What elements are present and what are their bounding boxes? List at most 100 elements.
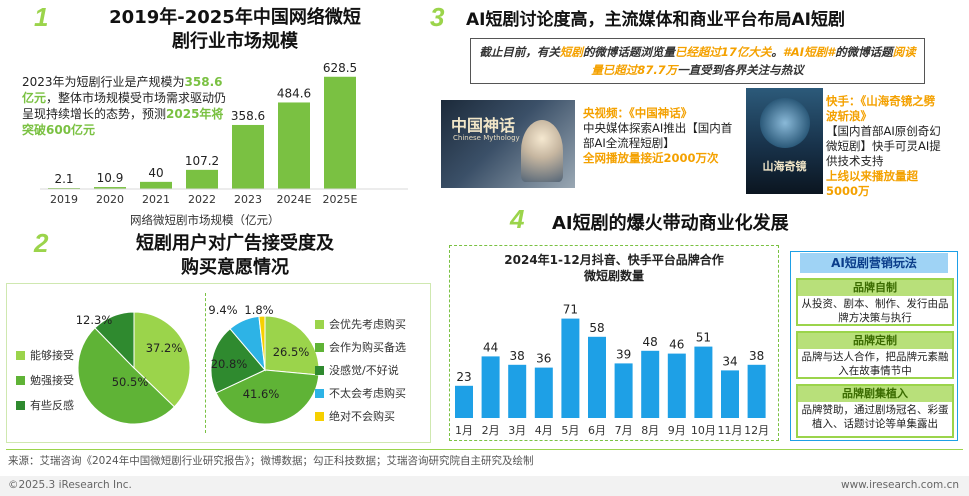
coop-bar-8: [641, 350, 660, 418]
banner-p2: 的微博话题浏览量: [582, 45, 675, 59]
ad-acceptance-legend-label-1: 勉强接受: [30, 374, 74, 387]
purchase-intent-legend-label-1: 会作为购买备选: [329, 341, 406, 354]
purchase-intent-legend-item-3: 不太会考虑购买: [315, 385, 406, 401]
footer-copyright: ©2025.3 iResearch Inc.: [8, 479, 132, 491]
panel1-desc-hl1: 358.6亿元: [22, 75, 223, 105]
purchase-intent-legend-item-4: 绝对不会购买: [315, 408, 395, 424]
footer-source: 来源：艾瑞咨询《2024年中国微短剧行业研究报告》；微博数据；勾正科技数据；艾瑞…: [8, 455, 534, 467]
coop-bar-label-8: 48: [643, 335, 658, 349]
coop-category-10: 10月: [691, 424, 716, 437]
market-bar-2020: [94, 187, 126, 189]
market-bar-2022: [186, 169, 218, 189]
purchase-intent-legend-swatch-1: [315, 342, 324, 352]
market-category-2024E: 2024E: [277, 193, 312, 206]
market-bar-2021: [140, 181, 172, 189]
coop-bar-label-5: 71: [563, 303, 578, 317]
coop-bar-9: [667, 353, 686, 418]
purchase-intent-legend-swatch-4: [315, 411, 324, 421]
market-category-2020: 2020: [96, 193, 124, 206]
panel3-number: 3: [430, 2, 445, 32]
coop-category-5: 5月: [561, 424, 579, 437]
coop-bar-label-11: 34: [722, 354, 737, 368]
card-brand-placement: 品牌剧集植入 品牌赞助，通过剧场冠名、彩蛋植入、话题讨论等单集露出: [796, 384, 954, 438]
panel2-title: 短剧用户对广告接受度及 购买意愿情况: [70, 232, 400, 280]
panel1-desc-hl2: 2025年将突破600亿元: [22, 107, 224, 137]
purchase-intent-pie: 26.5% 41.6% 20.8% 9.4% 1.8%: [208, 303, 320, 425]
market-bar-label-2020: 10.9: [97, 171, 124, 185]
purchase-intent-slice-2: [210, 328, 266, 394]
coop-bar-7: [614, 363, 633, 418]
poster1-subtitle: Chinese Mythology: [453, 134, 520, 142]
coop-category-8: 8月: [641, 424, 659, 437]
banner-p5: 一直受到各界关注与热议: [677, 63, 804, 77]
coop-bar-label-7: 39: [616, 347, 631, 361]
brand-coop-title: 2024年1-12月抖音、快手平台品牌合作 微短剧数量: [449, 252, 779, 284]
banner-p1: 截止目前，有关: [479, 45, 560, 59]
market-bar-label-2021: 40: [148, 166, 163, 180]
card-brand-placement-head: 品牌剧集植入: [798, 386, 952, 402]
market-bar-label-2025E: 628.5: [323, 61, 357, 75]
banner-h1: 短剧: [559, 45, 583, 59]
panel4-title: AI短剧的爆火带动商业化发展: [552, 213, 789, 234]
ad-acceptance-legend-item-1: 勉强接受: [16, 372, 74, 388]
coop-category-4: 4月: [535, 424, 553, 437]
banner-p4: 的微博话题: [835, 45, 893, 59]
panel1-title-line2: 剧行业市场规模: [172, 31, 298, 52]
purchase-intent-legend-label-0: 会优先考虑购买: [329, 318, 406, 331]
panel3-title: AI短剧讨论度高，主流媒体和商业平台布局AI短剧: [466, 10, 845, 30]
coop-bar-5: [561, 318, 580, 418]
coop-bar-12: [747, 364, 766, 418]
chinese-mythology-poster: 中国神话 Chinese Mythology: [441, 100, 575, 188]
ad-acceptance-pie: 37.2% 50.5% 12.3%: [76, 311, 191, 425]
kuaishou-highlight: 上线以来播放量超5000万: [826, 169, 918, 198]
panel2-title-line2: 购买意愿情况: [181, 257, 289, 278]
purchase-intent-legend-label-4: 绝对不会购买: [329, 410, 395, 423]
market-category-2022: 2022: [188, 193, 216, 206]
panel1-title: 2019年-2025年中国网络微短 剧行业市场规模: [70, 6, 400, 54]
card-brand-custom-head: 品牌定制: [798, 333, 952, 349]
ad-acceptance-slice-1: [77, 327, 176, 425]
banner-h2: 已经超过17亿大关: [674, 45, 772, 59]
coop-bar-label-10: 51: [696, 331, 711, 345]
market-bar-2023: [232, 124, 264, 189]
coop-bar-label-9: 46: [669, 338, 684, 352]
market-category-2019: 2019: [50, 193, 78, 206]
purchase-intent-legend-item-2: 没感觉/不好说: [315, 362, 399, 378]
ad-acceptance-value-0: 37.2%: [146, 341, 183, 355]
ad-acceptance-slice-2: [94, 311, 135, 370]
footer-website: www.iresearch.com.cn: [840, 479, 959, 491]
purchase-intent-value-4: 1.8%: [244, 303, 273, 317]
cctv-description: 央视频：《中国神话》 中央媒体探索AI推出【国内首部AI全流程短剧】 全网播放量…: [583, 106, 743, 166]
coop-category-1: 1月: [455, 424, 473, 437]
poster1-figure: [521, 120, 563, 182]
card-brand-self-made-body: 从投资、剧本、制作、发行由品牌方决策与执行: [801, 298, 949, 324]
market-bar-2025E: [324, 76, 356, 189]
brand-coop-frame: [449, 245, 779, 441]
ad-acceptance-legend-item-0: 能够接受: [16, 347, 74, 363]
coop-bar-label-2: 44: [483, 340, 498, 354]
purchase-intent-legend-label-3: 不太会考虑购买: [329, 387, 406, 400]
coop-bar-2: [481, 356, 500, 418]
brand-coop-title-l2: 微短剧数量: [583, 269, 644, 283]
ad-acceptance-legend-item-2: 有些反感: [16, 397, 74, 413]
kuaishou-title: 快手：《山海奇镜之劈波斩浪》: [826, 94, 936, 123]
coop-category-11: 11月: [718, 424, 743, 437]
coop-bar-1: [455, 385, 473, 418]
ad-acceptance-slice-0: [133, 311, 191, 408]
market-category-2025E: 2025E: [323, 193, 358, 206]
panel1-desc-pre: 2023年为短剧行业是产规模为: [22, 75, 185, 89]
card-brand-self-made-head: 品牌自制: [798, 280, 952, 296]
ad-acceptance-legend-label-2: 有些反感: [30, 399, 74, 412]
panel2-divider: [205, 293, 206, 433]
panel2-title-line1: 短剧用户对广告接受度及: [136, 233, 334, 254]
ad-acceptance-legend-label-0: 能够接受: [30, 349, 74, 362]
banner-h4: 阅读量已超过87.7万: [591, 45, 916, 77]
coop-bar-label-4: 36: [536, 352, 551, 366]
panel1-title-line1: 2019年-2025年中国网络微短: [109, 7, 361, 28]
weibo-topic-banner: 截止目前，有关短剧的微博话题浏览量已经超过17亿大关。#AI短剧#的微博话题阅读…: [470, 38, 925, 84]
ad-acceptance-value-2: 12.3%: [76, 313, 113, 327]
purchase-intent-value-1: 41.6%: [243, 387, 280, 401]
coop-bar-label-1: 23: [456, 370, 471, 384]
ad-acceptance-legend-swatch-1: [16, 375, 25, 385]
